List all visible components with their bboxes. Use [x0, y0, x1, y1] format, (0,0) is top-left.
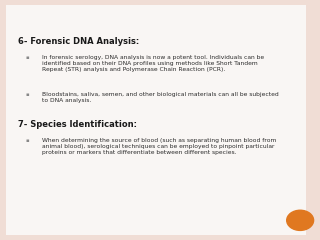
Text: 6- Forensic DNA Analysis:: 6- Forensic DNA Analysis:: [18, 37, 139, 46]
Text: 7- Species Identification:: 7- Species Identification:: [18, 120, 137, 129]
Text: In forensic serology, DNA analysis is now a potent tool. Individuals can be
iden: In forensic serology, DNA analysis is no…: [42, 55, 264, 72]
Text: ▪: ▪: [26, 138, 29, 143]
Text: ▪: ▪: [26, 55, 29, 60]
Text: Bloodstains, saliva, semen, and other biological materials can all be subjected
: Bloodstains, saliva, semen, and other bi…: [42, 92, 278, 103]
Text: When determining the source of blood (such as separating human blood from
animal: When determining the source of blood (su…: [42, 138, 276, 155]
Text: ▪: ▪: [26, 92, 29, 97]
